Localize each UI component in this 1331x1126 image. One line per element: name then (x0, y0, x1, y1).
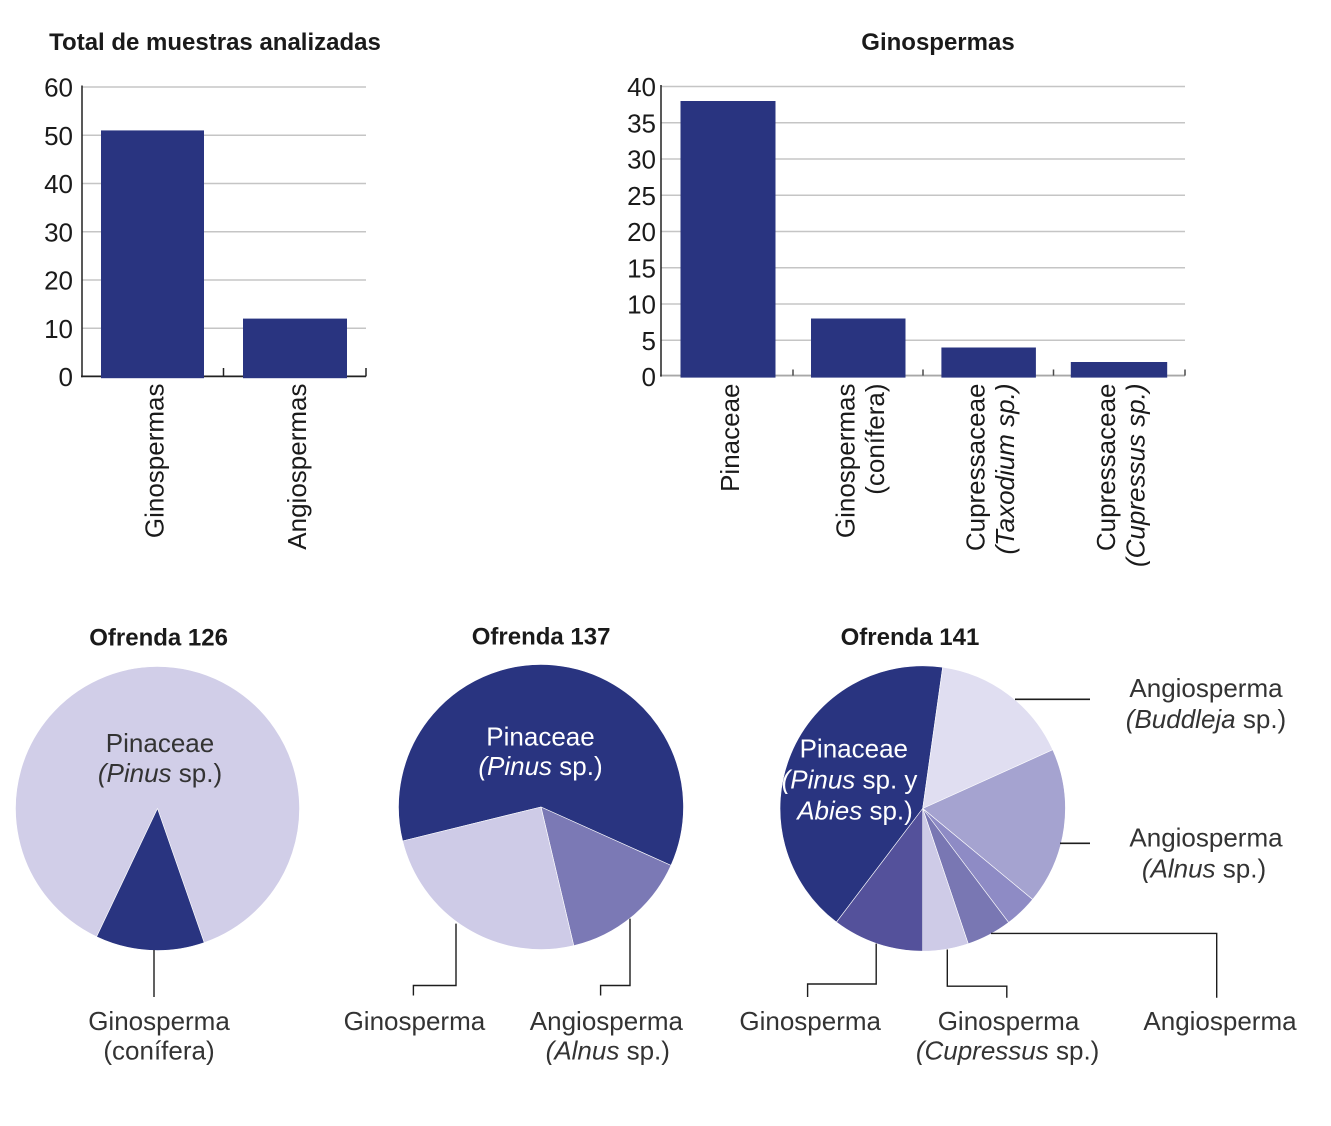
svg-text:(Cupressus sp.): (Cupressus sp.) (916, 1036, 1100, 1066)
svg-text:Angiospermas: Angiospermas (282, 384, 312, 550)
svg-text:Ginospermas: Ginospermas (830, 384, 860, 539)
svg-text:Ginosperma: Ginosperma (739, 1006, 881, 1036)
svg-text:Ofrenda 141: Ofrenda 141 (841, 624, 980, 651)
svg-text:20: 20 (44, 266, 73, 296)
svg-text:50: 50 (44, 121, 73, 151)
svg-text:0: 0 (59, 362, 73, 392)
svg-text:15: 15 (627, 253, 656, 283)
svg-text:Pinaceae: Pinaceae (106, 728, 214, 758)
svg-text:(Alnus sp.): (Alnus sp.) (546, 1036, 670, 1066)
svg-text:30: 30 (627, 145, 656, 175)
svg-text:Cupressaceae: Cupressaceae (961, 383, 991, 551)
svg-text:40: 40 (627, 72, 656, 102)
svg-text:(Pinus sp.): (Pinus sp.) (98, 758, 222, 788)
svg-text:(Alnus sp.): (Alnus sp.) (1142, 853, 1266, 883)
svg-text:35: 35 (627, 108, 656, 138)
svg-text:Cupressaceae: Cupressaceae (1091, 384, 1121, 552)
svg-text:Angiosperma: Angiosperma (1129, 823, 1283, 853)
svg-text:(Pinus sp.): (Pinus sp.) (478, 751, 602, 781)
svg-text:Angiosperma: Angiosperma (1143, 1006, 1297, 1036)
svg-text:Total de muestras analizadas: Total de muestras analizadas (49, 29, 381, 56)
svg-text:Ginospermas: Ginospermas (140, 384, 170, 539)
svg-text:0: 0 (642, 362, 656, 392)
svg-text:40: 40 (44, 169, 73, 199)
svg-text:(conífera): (conífera) (103, 1036, 214, 1066)
svg-text:Ginospermas: Ginospermas (861, 29, 1014, 56)
svg-text:20: 20 (627, 217, 656, 247)
svg-text:(Taxodium sp.): (Taxodium sp.) (990, 383, 1020, 554)
svg-text:10: 10 (627, 290, 656, 320)
svg-text:10: 10 (44, 314, 73, 344)
svg-text:Pinaceae: Pinaceae (715, 384, 745, 492)
svg-text:(Cupressus sp.): (Cupressus sp.) (1121, 384, 1151, 568)
svg-text:Ginosperma: Ginosperma (344, 1006, 486, 1036)
svg-text:Ofrenda 137: Ofrenda 137 (472, 623, 611, 650)
svg-text:(Pinus sp. y: (Pinus sp. y (782, 765, 918, 795)
svg-text:Angiosperma: Angiosperma (1129, 673, 1283, 703)
svg-text:Pinaceae: Pinaceae (800, 734, 908, 764)
svg-text:25: 25 (627, 181, 656, 211)
svg-text:Abies sp.): Abies sp.) (795, 796, 913, 826)
svg-text:Ofrenda 126: Ofrenda 126 (89, 624, 228, 651)
svg-text:Ginosperma: Ginosperma (88, 1006, 230, 1036)
svg-text:(conífera): (conífera) (860, 384, 890, 495)
svg-text:Pinaceae: Pinaceae (486, 722, 594, 752)
svg-text:5: 5 (642, 326, 656, 356)
svg-text:Angiosperma: Angiosperma (530, 1006, 684, 1036)
svg-text:Ginosperma: Ginosperma (938, 1006, 1080, 1036)
svg-text:(Buddleja sp.): (Buddleja sp.) (1126, 704, 1286, 734)
svg-text:30: 30 (44, 217, 73, 247)
svg-text:60: 60 (44, 73, 73, 103)
